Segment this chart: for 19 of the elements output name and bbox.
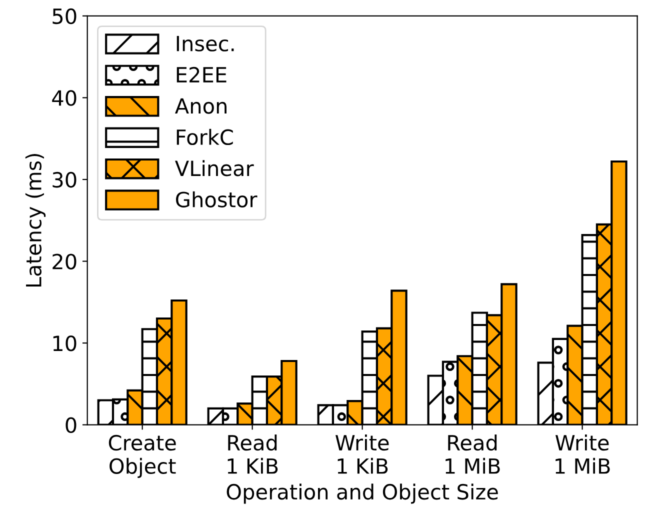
- x-tick-label: Write 1 KiB: [336, 434, 389, 474]
- x-tick-label: Create Object: [108, 434, 176, 478]
- y-tick-label: 40: [52, 90, 76, 106]
- y-tick-label: 50: [52, 8, 76, 24]
- legend-label: Anon: [175, 98, 226, 114]
- x-tick-label: Write 1 MiB: [555, 434, 610, 474]
- x-axis-title: Operation and Object Size: [226, 484, 498, 504]
- x-tick-label: Read 1 KiB: [228, 434, 278, 474]
- y-tick-label: 20: [52, 254, 76, 270]
- legend-label: Insec.: [176, 36, 234, 52]
- legend-label: VLinear: [175, 160, 254, 176]
- y-tick-label: 10: [53, 335, 76, 352]
- legend-label: Ghostor: [176, 191, 258, 208]
- y-axis-title: Latency (ms): [25, 154, 46, 287]
- x-tick-label: Read 1 MiB: [446, 434, 500, 474]
- legend-label: E2EE: [176, 66, 226, 82]
- legend-label: ForkC: [176, 128, 233, 146]
- y-tick-label: 0: [66, 417, 76, 434]
- y-tick-label: 30: [52, 172, 76, 188]
